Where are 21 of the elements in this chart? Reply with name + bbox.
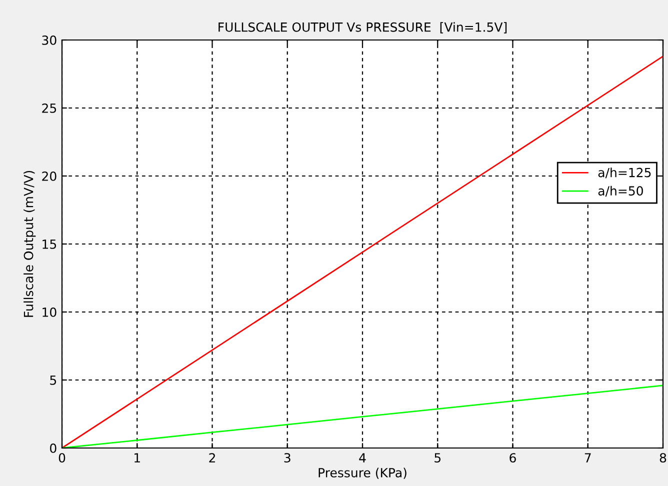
chart-title: FULLSCALE OUTPUT Vs PRESSURE [Vin=1.5V] — [218, 22, 507, 34]
y-tick-label: 25 — [42, 103, 56, 113]
legend-label: a/h=125 — [598, 168, 651, 178]
x-tick-label: 2 — [209, 453, 215, 462]
y-tick-label: 20 — [42, 171, 56, 181]
x-tick-label: 3 — [284, 453, 290, 463]
x-tick-label: 1 — [134, 453, 140, 462]
y-tick-label: 5 — [50, 376, 56, 385]
x-tick-label: 4 — [359, 453, 366, 462]
y-tick-label: 30 — [42, 35, 56, 45]
y-tick-label: 15 — [42, 240, 56, 249]
x-tick-label: 8 — [660, 453, 666, 463]
x-axis-title: Pressure (KPa) — [318, 468, 406, 479]
x-tick-label: 6 — [510, 453, 516, 463]
legend-label: a/h=50 — [598, 186, 643, 197]
y-tick-label: 0 — [50, 443, 56, 453]
y-axis-title: Fullscale Output (mV/V) — [24, 170, 36, 317]
y-tick-label: 10 — [42, 307, 56, 317]
x-tick-label: 0 — [58, 453, 66, 463]
x-tick-label: 7 — [584, 453, 591, 462]
x-tick-label: 5 — [434, 453, 441, 463]
